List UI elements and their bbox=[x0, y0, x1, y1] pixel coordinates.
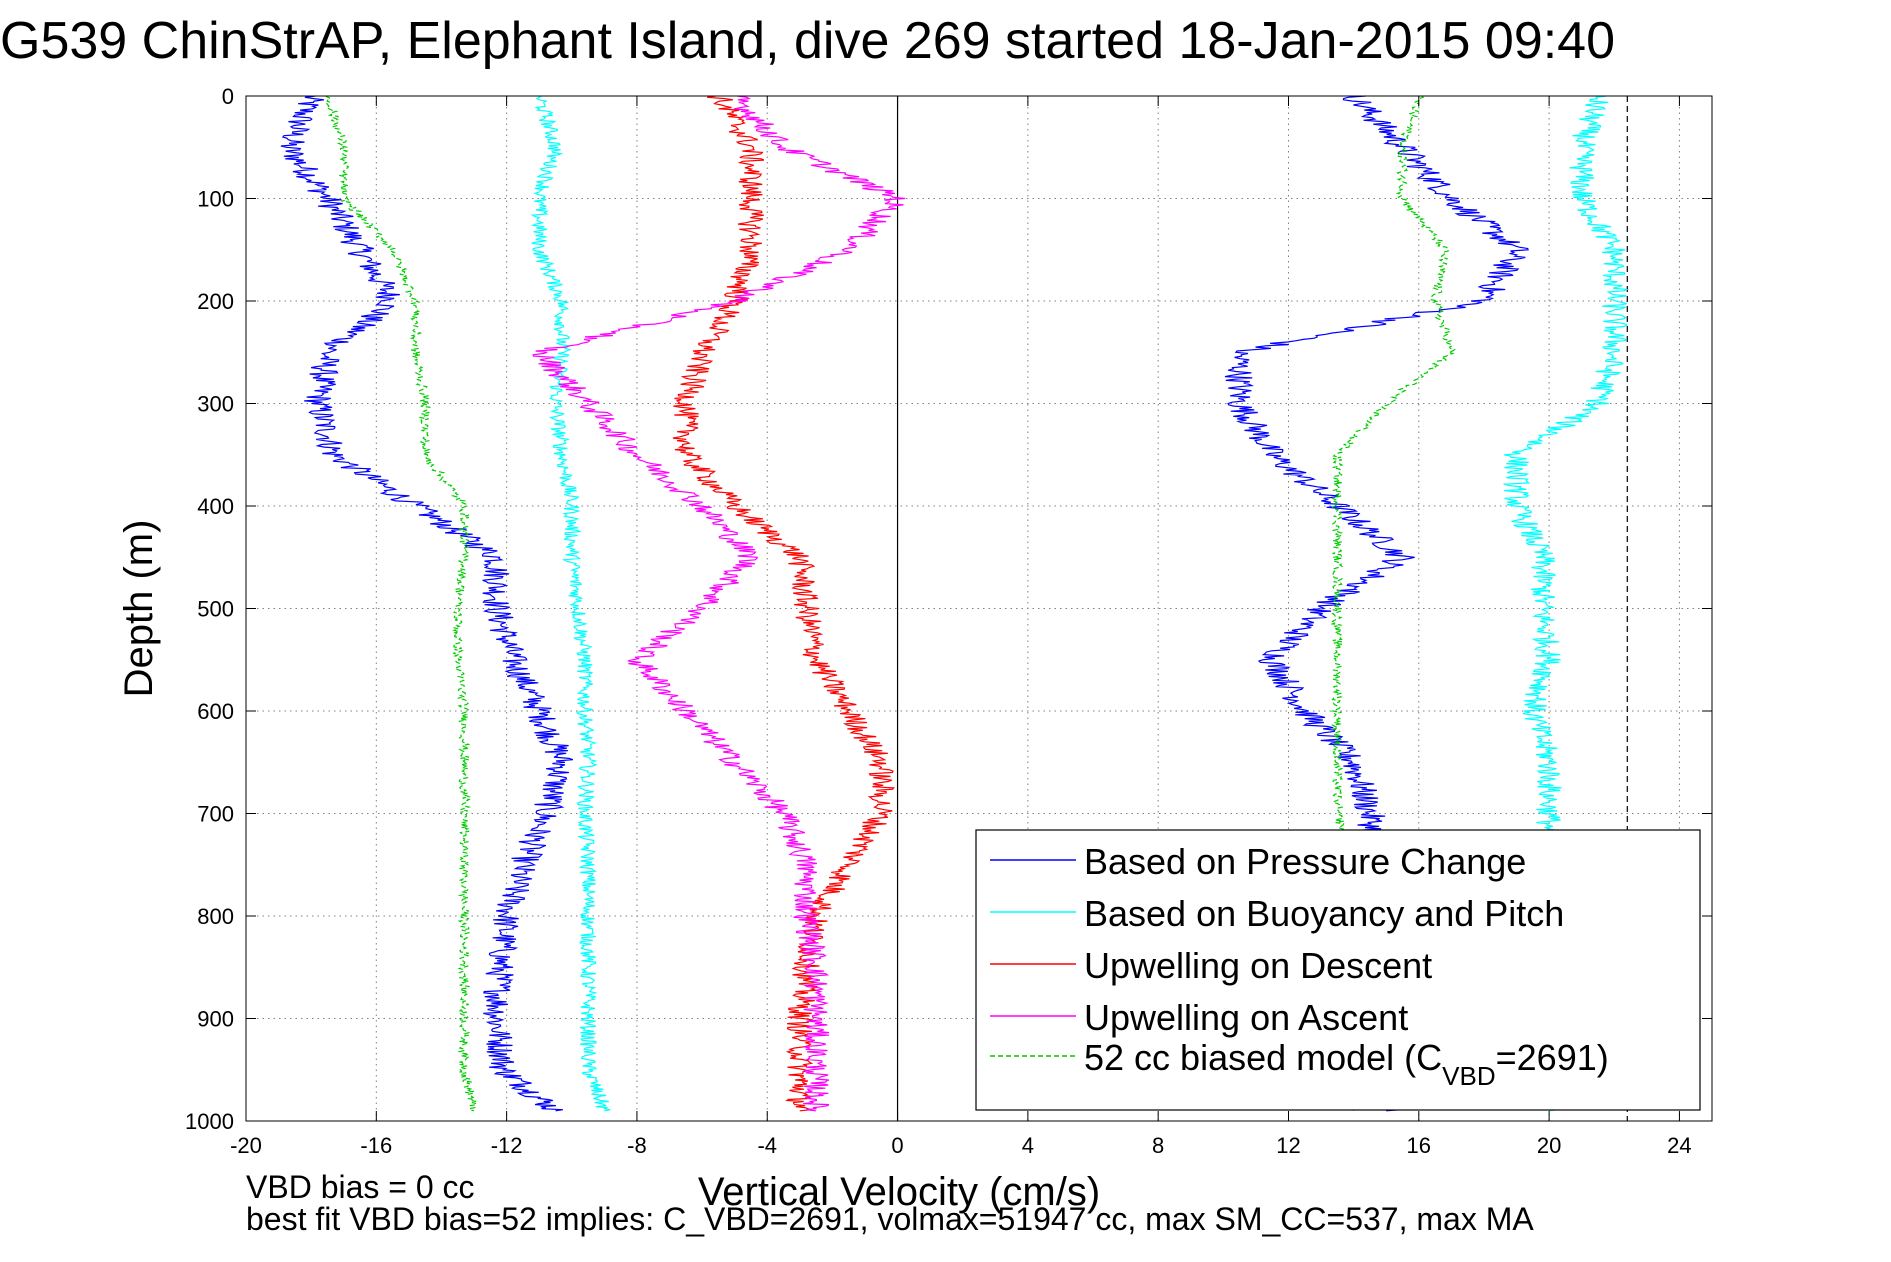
series-line-descent bbox=[325, 95, 477, 1112]
y-tick-labels: 0 100 200 300 400 500 600 700 800 900 1000 bbox=[185, 84, 234, 1134]
legend-box bbox=[975, 829, 1701, 1111]
legend-label-subscript: VBD bbox=[1442, 1061, 1495, 1091]
tick-marks bbox=[245, 95, 1712, 1122]
x-tick-label: 8 bbox=[1152, 1133, 1164, 1158]
y-tick-label: 700 bbox=[197, 802, 234, 827]
legend-label: Based on Buoyancy and Pitch bbox=[1084, 893, 1564, 934]
legend-label: Based on Pressure Change bbox=[1084, 841, 1526, 882]
x-tick-labels: -20 -16 -12 -8 -4 0 4 8 12 16 20 24 bbox=[230, 1133, 1692, 1158]
legend-label-tail: =2691) bbox=[1496, 1037, 1609, 1078]
x-tick-label: 0 bbox=[891, 1133, 903, 1158]
x-tick-label: -4 bbox=[757, 1133, 777, 1158]
series-line-descent bbox=[530, 95, 611, 1112]
x-tick-label: 16 bbox=[1407, 1133, 1431, 1158]
x-tick-label: 12 bbox=[1276, 1133, 1300, 1158]
y-tick-label: 100 bbox=[197, 187, 234, 212]
x-tick-label: -8 bbox=[627, 1133, 647, 1158]
y-tick-label: 1000 bbox=[185, 1109, 234, 1134]
x-axis-label: Vertical Velocity (cm/s) bbox=[698, 1170, 1100, 1214]
y-tick-label: 500 bbox=[197, 597, 234, 622]
y-tick-label: 800 bbox=[197, 904, 234, 929]
y-tick-label: 0 bbox=[222, 84, 234, 109]
x-tick-label: -20 bbox=[230, 1133, 262, 1158]
y-axis-label: Depth (m) bbox=[117, 520, 161, 698]
x-tick-label: 20 bbox=[1537, 1133, 1561, 1158]
footer-line-1: VBD bias = 0 cc bbox=[246, 1169, 475, 1205]
series-line-descent bbox=[280, 95, 574, 1112]
y-tick-label: 400 bbox=[197, 494, 234, 519]
x-tick-label: -12 bbox=[491, 1133, 523, 1158]
x-tick-label: 24 bbox=[1667, 1133, 1691, 1158]
y-tick-label: 300 bbox=[197, 392, 234, 417]
legend-label: Upwelling on Descent bbox=[1084, 945, 1432, 986]
y-tick-label: 900 bbox=[197, 1007, 234, 1032]
series-line-ascent bbox=[532, 95, 906, 1112]
x-tick-label: -16 bbox=[360, 1133, 392, 1158]
footer-line-2: best fit VBD bias=52 implies: C_VBD=2691… bbox=[246, 1201, 1534, 1237]
y-tick-label: 600 bbox=[197, 699, 234, 724]
x-tick-label: 4 bbox=[1022, 1133, 1034, 1158]
legend: Based on Pressure Change Based on Buoyanc… bbox=[975, 829, 1701, 1111]
chart-title: G539 ChinStrAP, Elephant Island, dive 26… bbox=[0, 12, 1615, 70]
y-tick-label: 200 bbox=[197, 289, 234, 314]
legend-label: Upwelling on Ascent bbox=[1084, 997, 1408, 1038]
